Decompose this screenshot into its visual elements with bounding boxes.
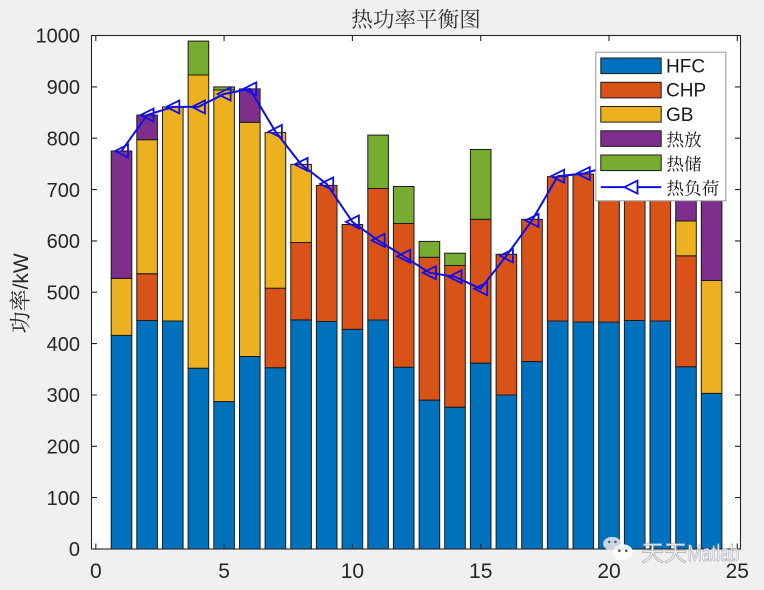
svg-text:700: 700: [47, 180, 80, 202]
svg-text:CHP: CHP: [666, 81, 706, 102]
svg-text:25: 25: [726, 560, 749, 583]
svg-text:15: 15: [469, 560, 492, 583]
svg-text:5: 5: [218, 560, 230, 583]
svg-text:100: 100: [47, 488, 80, 510]
svg-text:0: 0: [69, 539, 80, 561]
svg-text:10: 10: [341, 560, 364, 583]
svg-text:20: 20: [597, 560, 620, 583]
svg-text:Matlab: Matlab: [688, 540, 740, 566]
svg-text:200: 200: [47, 437, 80, 459]
svg-text:HFC: HFC: [666, 56, 705, 77]
svg-text:400: 400: [47, 334, 80, 356]
svg-text:/kW: /kW: [10, 253, 33, 289]
svg-text:1000: 1000: [36, 26, 81, 48]
svg-text:300: 300: [47, 385, 80, 407]
svg-text:900: 900: [47, 77, 80, 99]
svg-text:600: 600: [47, 231, 80, 253]
svg-text:800: 800: [47, 128, 80, 150]
svg-text:500: 500: [47, 282, 80, 304]
svg-text:0: 0: [90, 560, 102, 583]
svg-text:GB: GB: [666, 105, 693, 126]
